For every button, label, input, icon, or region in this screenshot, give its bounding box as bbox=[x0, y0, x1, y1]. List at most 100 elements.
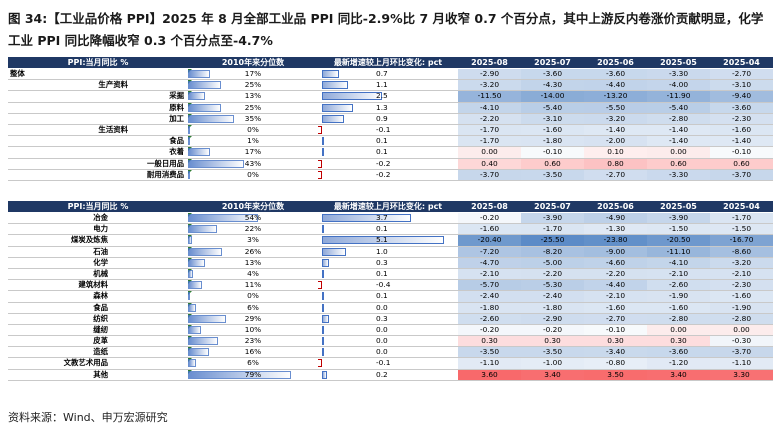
mom-change-cell: 5.1 bbox=[318, 235, 458, 245]
row-label: 原料 bbox=[169, 102, 184, 112]
monthly-yoy-cell: -2.80 bbox=[710, 313, 773, 324]
row-label: 纺织 bbox=[93, 313, 108, 323]
monthly-yoy-cell: -1.40 bbox=[647, 124, 710, 136]
percentile-bar bbox=[188, 314, 226, 323]
percentile-bar bbox=[188, 269, 194, 278]
monthly-yoy-cell: -3.20 bbox=[710, 257, 773, 268]
mom-change-cell: 0.1 bbox=[318, 224, 458, 234]
change-value: 0.1 bbox=[376, 291, 388, 301]
monthly-yoy-cell: -0.80 bbox=[584, 358, 647, 369]
monthly-yoy-cell: -2.40 bbox=[458, 291, 521, 302]
monthly-yoy-cell: -3.60 bbox=[584, 69, 647, 80]
monthly-yoy-cell: -2.70 bbox=[584, 169, 647, 180]
percentile-cell: 3% bbox=[188, 235, 318, 245]
monthly-yoy-cell: 3.40 bbox=[647, 369, 710, 380]
monthly-yoy-cell: -2.20 bbox=[584, 268, 647, 280]
change-bar bbox=[322, 114, 344, 123]
monthly-yoy-cell: -2.30 bbox=[710, 113, 773, 124]
percentile-cell: 1% bbox=[188, 136, 318, 146]
monthly-yoy-cell: -4.90 bbox=[584, 213, 647, 224]
monthly-yoy-cell: -3.30 bbox=[647, 169, 710, 180]
monthly-yoy-cell: -1.60 bbox=[458, 224, 521, 235]
percentile-value: 25% bbox=[244, 102, 262, 112]
monthly-yoy-cell: -2.20 bbox=[458, 113, 521, 124]
percentile-cell: 11% bbox=[188, 280, 318, 290]
percentile-bar bbox=[188, 247, 222, 256]
row-label: 电力 bbox=[93, 224, 108, 234]
table-row: 缝纫 10% 0.0 -0.20 -0.20 -0.10 0.00 0.00 bbox=[8, 324, 773, 337]
monthly-yoy-cell: -3.20 bbox=[584, 113, 647, 124]
change-value: 0.1 bbox=[376, 224, 388, 234]
monthly-yoy-cell: -0.20 bbox=[458, 324, 521, 336]
percentile-bar bbox=[188, 148, 211, 157]
percentile-value: 13% bbox=[244, 91, 262, 101]
monthly-yoy-cell: -2.20 bbox=[521, 268, 584, 280]
change-value: 3.7 bbox=[376, 213, 388, 222]
monthly-yoy-cell: -3.50 bbox=[521, 169, 584, 180]
monthly-yoy-cell: -3.70 bbox=[710, 169, 773, 180]
mom-change-cell: 1.0 bbox=[318, 247, 458, 257]
change-value: 0.0 bbox=[376, 302, 388, 312]
header-cell: 2010年来分位数 bbox=[221, 58, 285, 67]
monthly-yoy-cell: -9.40 bbox=[710, 91, 773, 102]
header-cell: 最新增速较上月环比变化: pct bbox=[333, 58, 443, 67]
monthly-yoy-cell: -3.70 bbox=[458, 169, 521, 180]
monthly-yoy-cell: -3.70 bbox=[710, 347, 773, 358]
percentile-value: 0% bbox=[247, 124, 259, 134]
percentile-value: 0% bbox=[247, 169, 259, 179]
table-row: 冶金 54% 3.7 -0.20 -3.90 -4.90 -3.90 -1.70 bbox=[8, 213, 773, 225]
monthly-yoy-cell: -5.40 bbox=[647, 102, 710, 113]
change-bar bbox=[322, 137, 325, 146]
monthly-yoy-cell: -3.40 bbox=[584, 347, 647, 358]
percentile-bar bbox=[188, 337, 218, 346]
monthly-yoy-cell: 3.30 bbox=[710, 369, 773, 380]
monthly-yoy-cell: -0.10 bbox=[584, 324, 647, 336]
mom-change-cell: -0.1 bbox=[318, 358, 458, 368]
monthly-yoy-cell: -3.30 bbox=[647, 69, 710, 80]
percentile-cell: 26% bbox=[188, 246, 318, 257]
change-bar bbox=[322, 214, 411, 222]
header-cell: PPI:当月同比 % bbox=[67, 202, 129, 211]
header-cell: 2025-05 bbox=[660, 58, 697, 67]
row-label: 生产资料 bbox=[98, 80, 128, 90]
percentile-value: 17% bbox=[244, 147, 262, 157]
row-label: 缝纫 bbox=[93, 324, 108, 334]
change-bar bbox=[318, 281, 322, 290]
percentile-value: 54% bbox=[244, 213, 262, 222]
row-label: 衣着 bbox=[169, 147, 184, 157]
percentile-cell: 0% bbox=[188, 124, 318, 135]
percentile-cell: 43% bbox=[188, 158, 318, 169]
row-label: 采掘 bbox=[169, 91, 184, 101]
change-value: 0.9 bbox=[376, 113, 388, 123]
monthly-yoy-cell: 0.60 bbox=[710, 158, 773, 169]
percentile-bar bbox=[188, 125, 190, 134]
monthly-yoy-cell: -11.90 bbox=[647, 91, 710, 102]
monthly-yoy-cell: -1.50 bbox=[710, 224, 773, 235]
header-cell: 2010年来分位数 bbox=[221, 202, 285, 211]
monthly-yoy-cell: -0.10 bbox=[521, 147, 584, 158]
percentile-bar bbox=[188, 292, 190, 301]
monthly-yoy-cell: -2.10 bbox=[584, 291, 647, 302]
monthly-yoy-cell: 0.00 bbox=[458, 147, 521, 158]
monthly-yoy-cell: -4.10 bbox=[458, 102, 521, 113]
percentile-cell: 13% bbox=[188, 257, 318, 268]
table-row: 森林 0% 0.1 -2.40 -2.40 -2.10 -1.90 -1.60 bbox=[8, 291, 773, 303]
change-bar bbox=[322, 148, 325, 157]
percentile-cell: 79% bbox=[188, 369, 318, 380]
mom-change-cell: -0.2 bbox=[318, 170, 458, 180]
row-label: 森林 bbox=[93, 291, 108, 301]
percentile-bar bbox=[188, 325, 201, 334]
table-row: 生产资料 25% 1.1 -3.20 -4.30 -4.40 -4.00 -3.10 bbox=[8, 80, 773, 92]
monthly-yoy-cell: -8.20 bbox=[521, 246, 584, 257]
row-label: 耐用消费品 bbox=[147, 169, 184, 179]
monthly-yoy-cell: -2.60 bbox=[647, 280, 710, 291]
mom-change-cell: 3.7 bbox=[318, 213, 458, 223]
change-bar bbox=[318, 125, 322, 134]
monthly-yoy-cell: -4.40 bbox=[584, 280, 647, 291]
percentile-bar bbox=[188, 70, 211, 78]
table-row: 采掘 13% 2.5 -11.50 -14.00 -13.20 -11.90 -9.40 bbox=[8, 91, 773, 103]
mom-change-cell: -0.4 bbox=[318, 280, 458, 290]
table-row: 原料 25% 1.3 -4.10 -5.40 -5.50 -5.40 -3.60 bbox=[8, 102, 773, 114]
header-cell: 2025-04 bbox=[723, 202, 760, 211]
monthly-yoy-cell: -4.70 bbox=[458, 257, 521, 268]
